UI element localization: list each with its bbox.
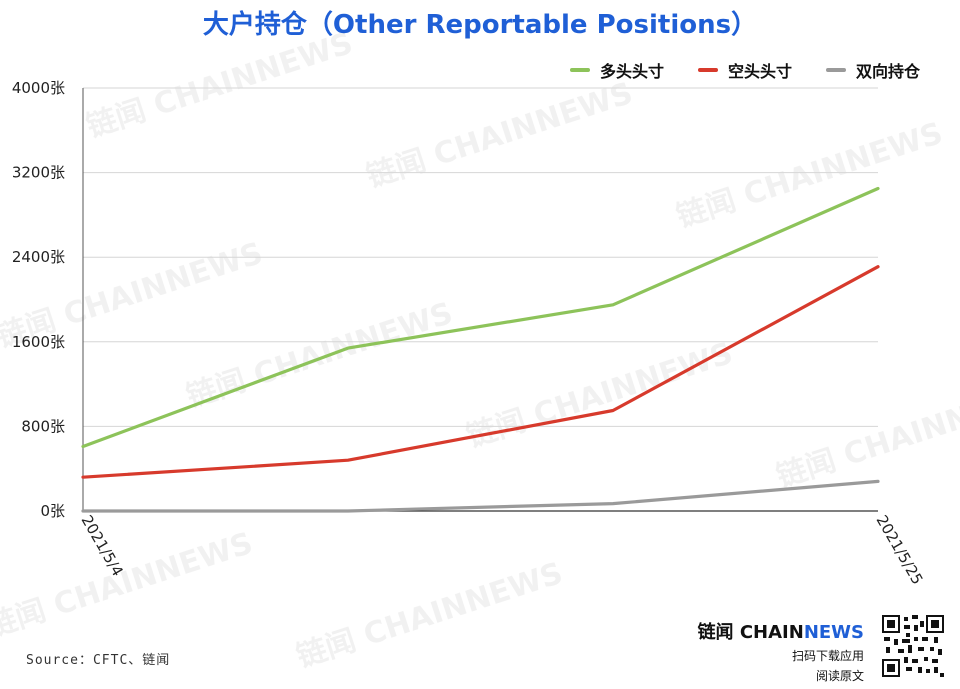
legend-item-short: 空头头寸 <box>697 58 792 82</box>
brand-name: 链闻 CHAINNEWS <box>698 618 864 644</box>
qr-code-icon[interactable] <box>880 613 946 679</box>
source-note: Source：CFTC、链闻 <box>26 653 171 668</box>
x-tick-label: 2021/5/4 <box>78 512 127 579</box>
legend-label-long: 多头头寸 <box>599 62 664 81</box>
legend-item-long: 多头头寸 <box>569 58 664 82</box>
series-line-2 <box>81 479 880 513</box>
chart-title: 大户持仓（Other Reportable Positions） <box>202 10 758 40</box>
brand-line-download: 扫码下载应用 <box>791 649 864 663</box>
x-tick-label: 2021/5/25 <box>873 512 927 588</box>
y-tick-label: 800张 <box>21 417 65 435</box>
y-tick-label: 1600张 <box>12 333 65 351</box>
series-line-0 <box>81 186 880 449</box>
legend-label-spread: 双向持仓 <box>855 62 920 81</box>
legend-swatch-long <box>569 68 590 72</box>
y-tick-label: 0张 <box>40 502 65 520</box>
y-tick-label: 3200张 <box>12 164 65 182</box>
brand-name-en-a: CHAIN <box>739 622 804 643</box>
legend: 多头头寸 空头头寸 双向持仓 <box>569 58 920 82</box>
grid-layer <box>83 87 878 512</box>
legend-swatch-spread <box>825 68 846 72</box>
legend-swatch-short <box>697 68 718 72</box>
legend-label-short: 空头头寸 <box>727 62 792 81</box>
y-tick-label: 4000张 <box>12 79 65 97</box>
series-line-1 <box>81 265 880 479</box>
brand-name-en-b: NEWS <box>803 622 864 643</box>
brand-line-read: 阅读原文 <box>815 669 864 683</box>
y-tick-label: 2400张 <box>12 248 65 266</box>
legend-item-spread: 双向持仓 <box>825 58 920 82</box>
series-layer <box>81 186 880 513</box>
brand-name-cn: 链闻 <box>697 622 734 643</box>
brand-block: 链闻 CHAINNEWS 扫码下载应用 阅读原文 <box>698 618 864 684</box>
